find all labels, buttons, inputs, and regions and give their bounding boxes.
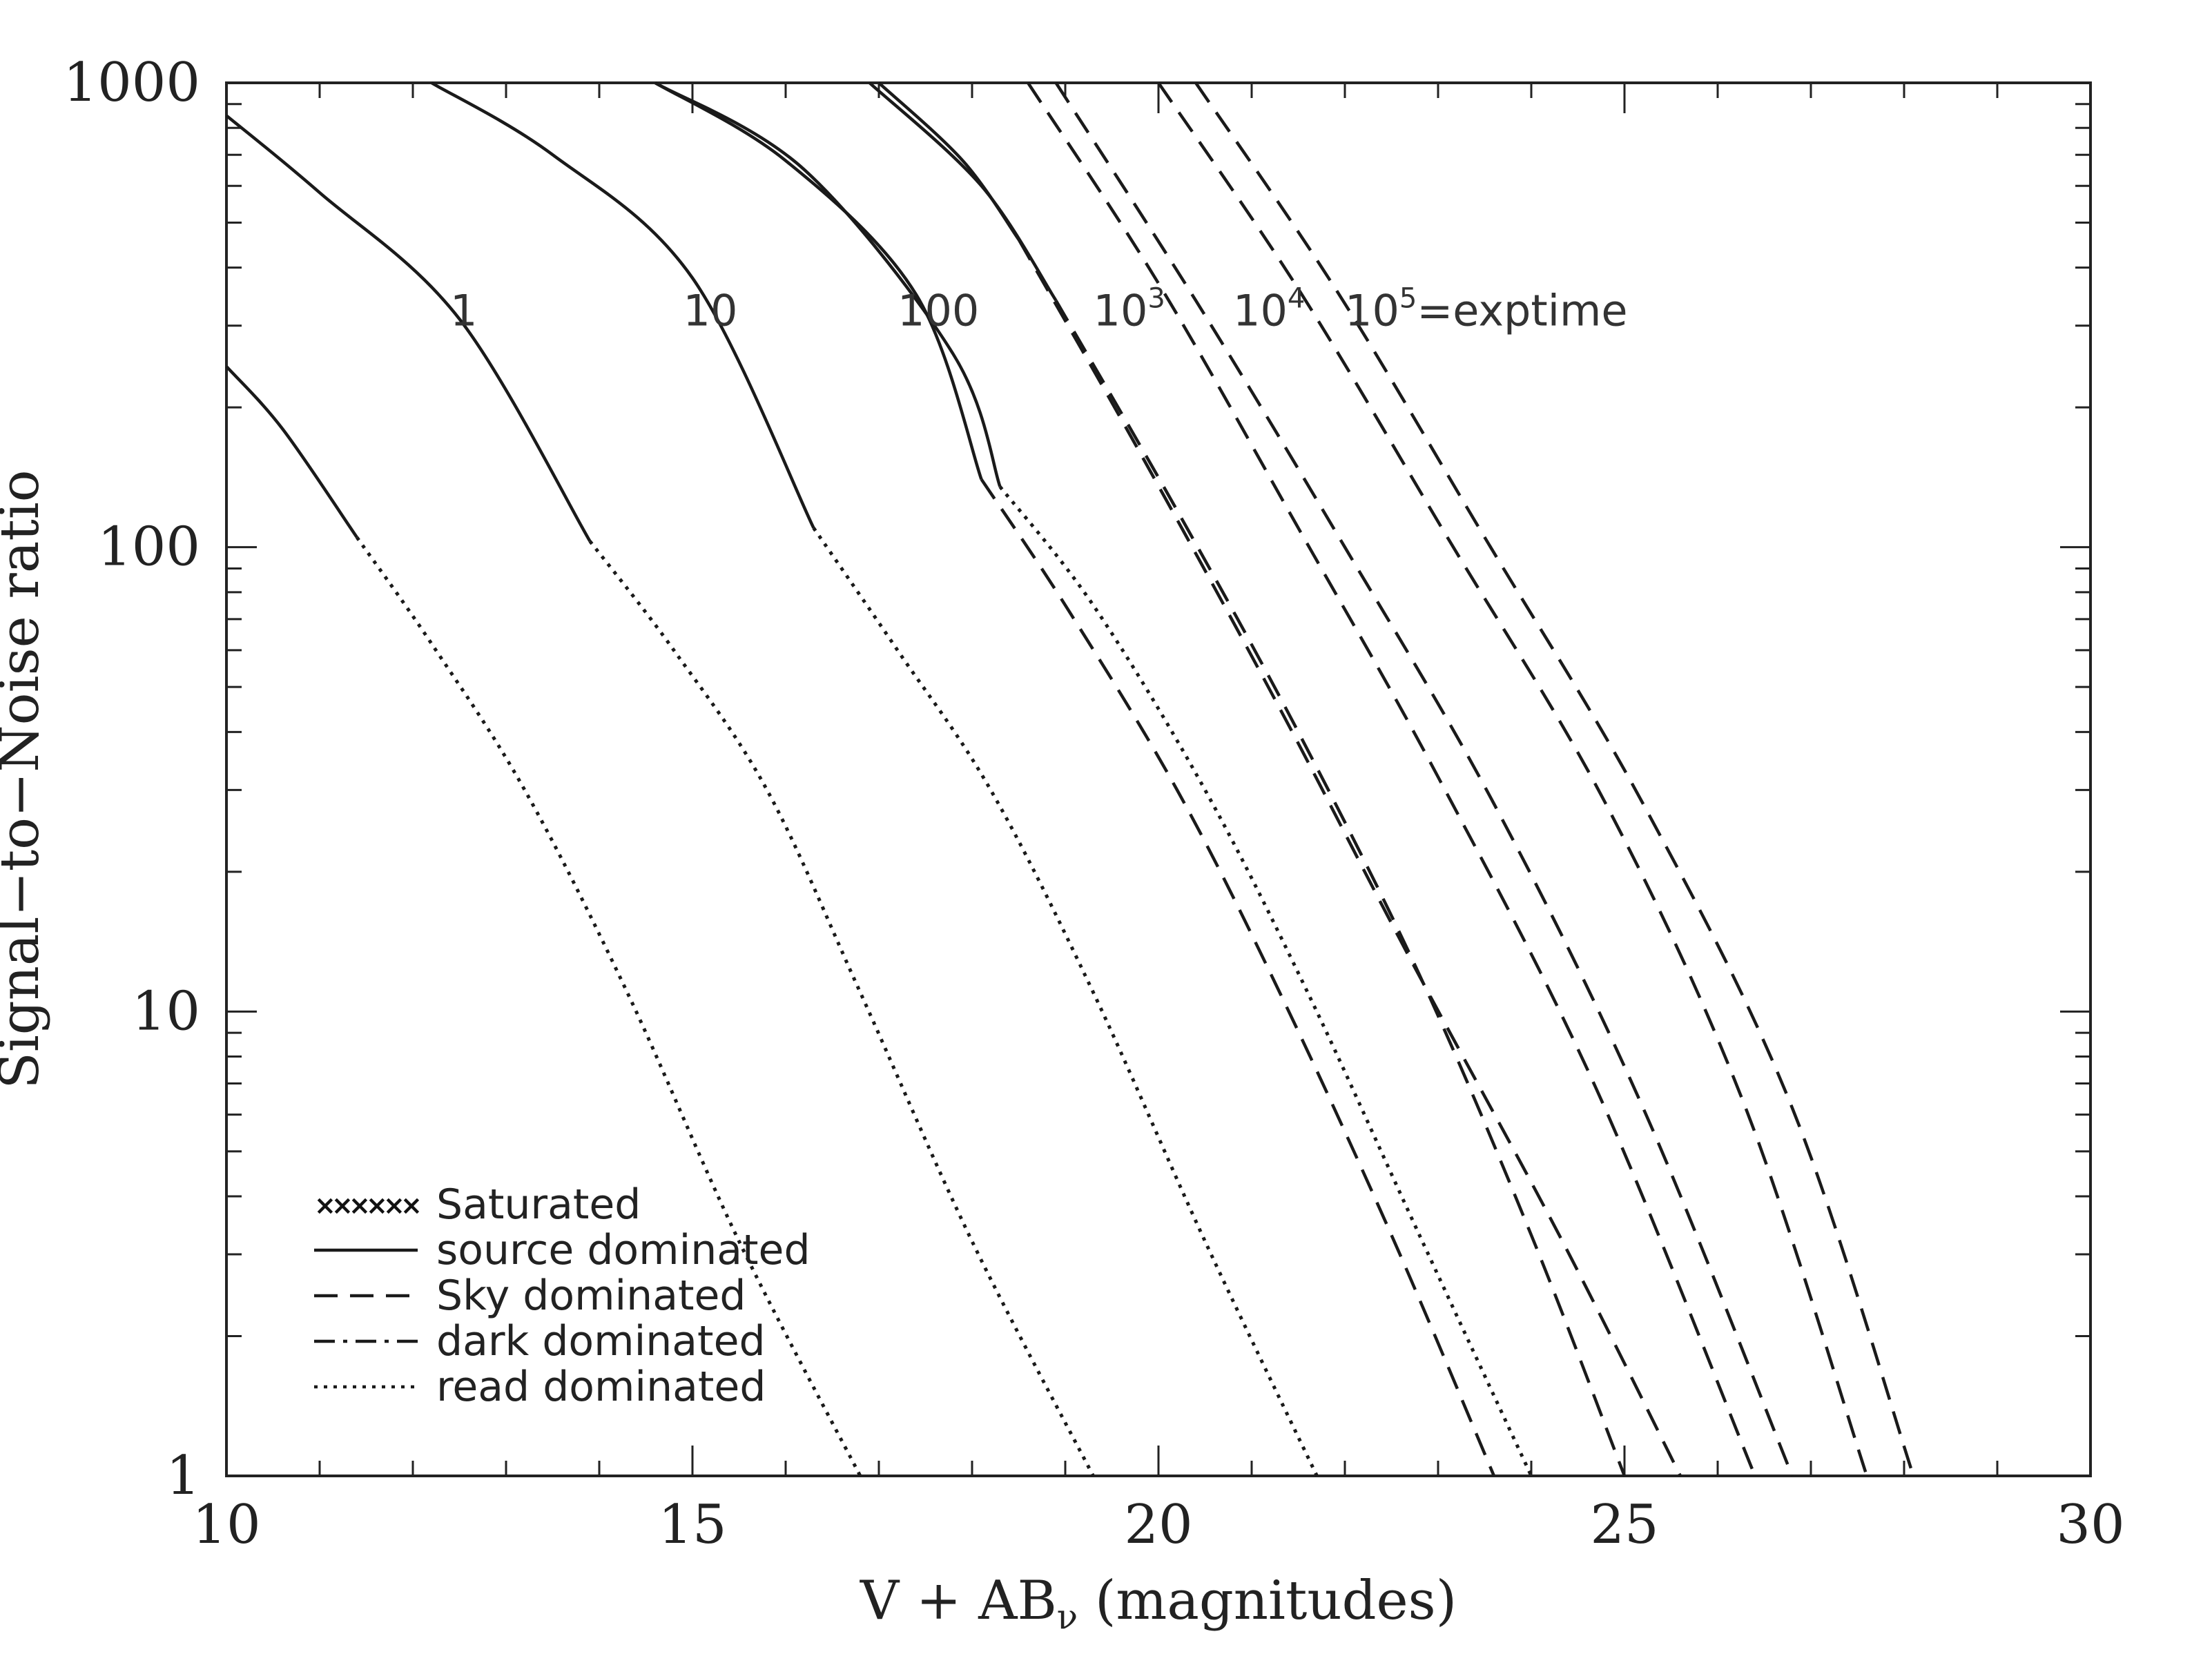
legend-label: read dominated	[436, 1363, 766, 1411]
exptime-label-3: 100	[898, 286, 979, 336]
series-5-solid-segment	[654, 81, 1002, 487]
exptime-label-1: 1	[450, 286, 477, 336]
series-7-solid-segment	[877, 81, 1020, 241]
y-tick-label: 1	[166, 1445, 200, 1507]
y-tick-label: 100	[97, 516, 200, 578]
series-4-solid-segment	[654, 81, 983, 480]
x-tick-label: 25	[1590, 1494, 1658, 1556]
axis-ticks	[225, 83, 2092, 1477]
exptime-label-4: 103	[1094, 283, 1165, 336]
series-9-dashed-segment	[1054, 81, 1794, 1477]
y-axis-label: Signal−to−Noise ratio	[0, 469, 51, 1089]
exptime-label-6: 105=exptime	[1345, 283, 1628, 336]
legend-saturated-symbol: ×	[383, 1190, 405, 1220]
legend-saturated-symbol: ×	[349, 1190, 371, 1220]
legend-label: Sky dominated	[436, 1272, 746, 1320]
annotation-layer: 1 10 100 103 104 105=exptime	[450, 283, 1628, 336]
legend-saturated-symbol: ×	[400, 1190, 423, 1220]
series-10-dashed-segment	[1157, 81, 1869, 1477]
exptime-label-5: 104	[1233, 283, 1305, 336]
series-3-solid-segment	[430, 81, 815, 529]
series-layer	[225, 81, 1915, 1477]
series-5-dotted-segment	[998, 485, 1533, 1477]
legend-saturated-symbol: ×	[366, 1190, 388, 1220]
series-2-solid-segment	[225, 114, 592, 543]
series-2-dotted-segment	[588, 540, 1095, 1477]
legend-label: Saturated	[436, 1180, 641, 1229]
legend-label: dark dominated	[436, 1317, 766, 1365]
exptime-label-2: 10	[683, 286, 738, 336]
series-3-dotted-segment	[812, 527, 1319, 1477]
series-7-dashed-segment	[1017, 238, 1682, 1477]
x-tick-label: 15	[658, 1494, 726, 1556]
series-1-solid-segment	[225, 365, 358, 538]
x-tick-label: 30	[2056, 1494, 2124, 1556]
legend-saturated-symbol: ×	[331, 1190, 353, 1220]
x-axis-label: V + ABν (magnitudes)	[860, 1570, 1457, 1637]
legend-label: source dominated	[436, 1226, 811, 1274]
y-tick-label: 1000	[63, 52, 200, 114]
series-6-dashed-segment	[1054, 300, 1627, 1477]
x-axis-label-suffix: (magnitudes)	[1078, 1570, 1457, 1632]
x-axis-label-subscript: ν	[1057, 1597, 1078, 1637]
series-8-dashed-segment	[1027, 81, 1757, 1477]
series-11-dashed-segment	[1194, 81, 1915, 1477]
series-4-dashed-segment	[980, 478, 1496, 1477]
legend-saturated-symbol: ×	[314, 1190, 336, 1220]
y-tick-label: 10	[132, 980, 200, 1042]
x-tick-label: 10	[192, 1494, 260, 1556]
x-tick-label: 20	[1124, 1494, 1192, 1556]
